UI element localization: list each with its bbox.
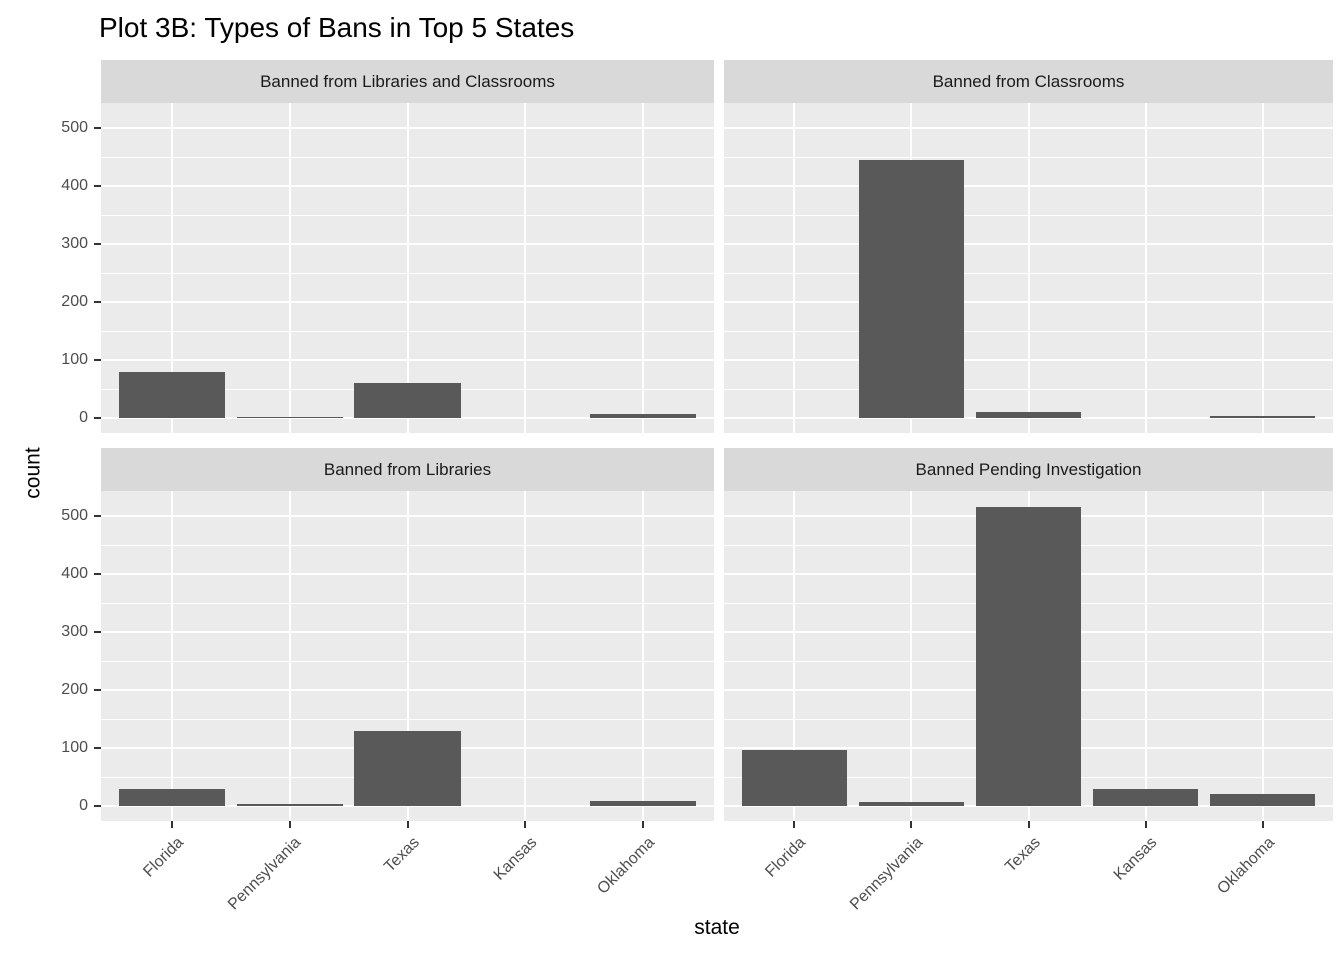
major-gridline-pennsylvania [910, 491, 913, 821]
y-tick-mark [94, 127, 101, 130]
y-tick-mark [94, 573, 101, 576]
facet-strip-libraries: Banned from Libraries [101, 448, 714, 491]
bar-florida [118, 371, 225, 418]
y-tick-label: 300 [61, 235, 88, 253]
major-gridline-florida [793, 491, 796, 821]
bar-pennsylvania [236, 804, 343, 806]
y-tick-label: 200 [61, 681, 88, 699]
x-tick-mark [910, 821, 913, 828]
y-axis-title: count [21, 447, 45, 499]
facet-panel-classrooms [724, 103, 1333, 433]
facet-strip-label: Banned from Libraries and Classrooms [260, 71, 555, 91]
facet-strip-pending-investigation: Banned Pending Investigation [724, 448, 1333, 491]
facet-strip-label: Banned Pending Investigation [915, 459, 1142, 479]
bar-florida [118, 789, 225, 806]
y-tick-mark [94, 515, 101, 518]
y-tick-label: 400 [61, 177, 88, 195]
bar-texas [975, 411, 1082, 418]
y-tick-mark [94, 416, 101, 419]
major-gridline-kansas [524, 491, 527, 821]
x-tick-mark [793, 821, 796, 828]
major-gridline-kansas [1144, 491, 1147, 821]
major-gridline-oklahoma [642, 103, 645, 433]
x-tick-mark [406, 821, 409, 828]
x-tick-label-text: Texas [380, 834, 423, 876]
bar-oklahoma [590, 413, 697, 418]
x-tick-mark [1027, 821, 1030, 828]
y-tick-label: 300 [61, 623, 88, 641]
major-gridline-florida [793, 103, 796, 433]
x-tick-mark [524, 821, 527, 828]
bar-texas [975, 507, 1082, 806]
y-tick-mark [94, 185, 101, 188]
bar-pennsylvania [858, 160, 965, 418]
facet-strip-label: Banned from Classrooms [932, 71, 1125, 91]
x-tick-label-text: Kansas [490, 834, 541, 884]
major-gridline-texas [406, 491, 409, 821]
x-tick-label-text: Pennsylvania [225, 834, 305, 914]
x-tick-mark [1144, 821, 1147, 828]
y-tick-mark [94, 804, 101, 807]
bar-oklahoma [590, 801, 697, 806]
x-tick-label-text: Pennsylvania [847, 834, 927, 914]
y-tick-mark [94, 747, 101, 750]
y-tick-label: 500 [61, 119, 88, 137]
x-tick-mark [170, 821, 173, 828]
facet-strip-classrooms: Banned from Classrooms [724, 60, 1333, 103]
y-tick-mark [94, 359, 101, 362]
x-tick-mark [288, 821, 291, 828]
bar-pennsylvania [236, 416, 343, 418]
bar-florida [741, 750, 847, 806]
major-gridline-pennsylvania [288, 491, 291, 821]
y-tick-label: 0 [79, 796, 88, 814]
facet-panel-libraries-and-classrooms [101, 103, 714, 433]
bar-oklahoma [1210, 794, 1316, 806]
major-gridline-pennsylvania [288, 103, 291, 433]
y-tick-label: 200 [61, 293, 88, 311]
y-tick-mark [94, 301, 101, 304]
y-tick-label: 500 [61, 507, 88, 525]
major-gridline-kansas [524, 103, 527, 433]
major-gridline-oklahoma [1261, 491, 1264, 821]
major-gridline-texas [1027, 103, 1030, 433]
major-gridline-florida [170, 491, 173, 821]
y-tick-mark [94, 243, 101, 246]
y-tick-label: 100 [61, 739, 88, 757]
facet-panel-pending-investigation [724, 491, 1333, 821]
y-tick-label: 400 [61, 565, 88, 583]
x-tick-label-text: Oklahoma [1214, 834, 1278, 898]
x-tick-label-text: Oklahoma [594, 834, 659, 898]
x-axis-title: state [694, 916, 740, 939]
x-tick-label-text: Kansas [1110, 834, 1161, 884]
plot-title: Plot 3B: Types of Bans in Top 5 States [99, 12, 575, 43]
facet-strip-label: Banned from Libraries [323, 459, 492, 479]
bar-texas [354, 382, 461, 418]
y-tick-label: 100 [61, 351, 88, 369]
bar-kansas [1092, 788, 1199, 806]
major-gridline-oklahoma [1261, 103, 1264, 433]
y-tick-mark [94, 631, 101, 634]
major-gridline-kansas [1144, 103, 1147, 433]
major-gridline-florida [170, 103, 173, 433]
y-tick-label: 0 [79, 408, 88, 426]
major-gridline-oklahoma [642, 491, 645, 821]
y-tick-mark [94, 689, 101, 692]
x-tick-label-text: Texas [1001, 834, 1044, 876]
x-tick-mark [1261, 821, 1264, 828]
x-tick-label-text: Florida [762, 834, 810, 881]
bar-pennsylvania [858, 801, 965, 806]
facet-strip-libraries-and-classrooms: Banned from Libraries and Classrooms [101, 60, 714, 103]
x-tick-label-text: Florida [140, 834, 187, 881]
bar-texas [354, 731, 461, 806]
bar-oklahoma [1210, 415, 1316, 418]
major-gridline-texas [406, 103, 409, 433]
x-tick-mark [642, 821, 645, 828]
facet-panel-libraries [101, 491, 714, 821]
